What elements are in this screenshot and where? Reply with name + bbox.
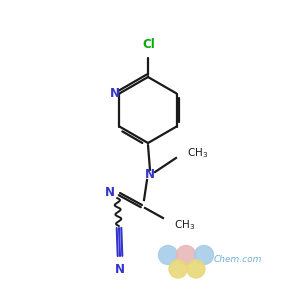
Circle shape bbox=[169, 260, 187, 278]
Text: CH$_3$: CH$_3$ bbox=[174, 218, 195, 232]
Circle shape bbox=[194, 245, 214, 265]
Circle shape bbox=[176, 245, 196, 265]
Text: N: N bbox=[105, 185, 115, 199]
Text: Cl: Cl bbox=[142, 38, 155, 51]
Text: N: N bbox=[110, 87, 119, 100]
Text: N: N bbox=[145, 169, 155, 182]
Text: N: N bbox=[115, 263, 125, 276]
Circle shape bbox=[187, 260, 205, 278]
Text: CH$_3$: CH$_3$ bbox=[187, 146, 208, 160]
Circle shape bbox=[158, 245, 178, 265]
Text: Chem.com: Chem.com bbox=[214, 256, 262, 265]
